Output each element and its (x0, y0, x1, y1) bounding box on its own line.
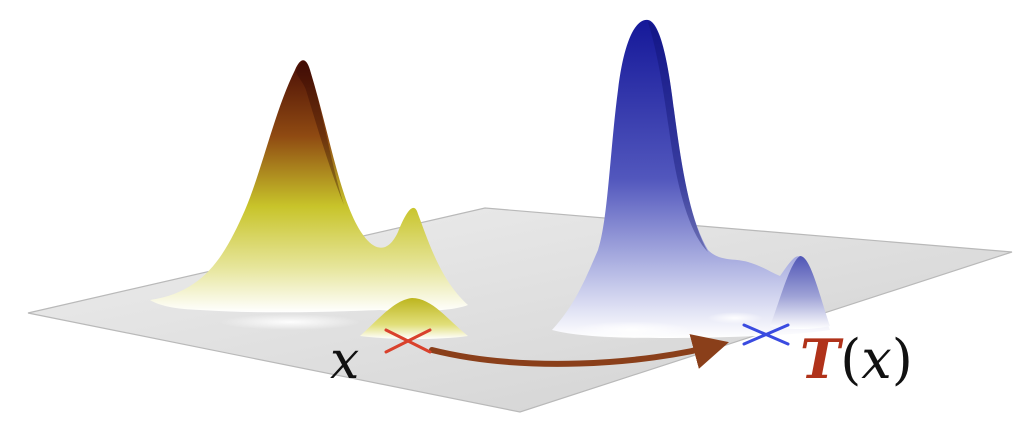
map-label-arg: x (861, 328, 891, 391)
map-label-paren-close: ) (892, 328, 913, 391)
target-main-peak (552, 19, 830, 338)
map-label-t: T (800, 327, 844, 391)
source-highlight (220, 314, 360, 330)
source-small-bump (360, 298, 468, 339)
map-label-paren-open: ( (840, 328, 861, 391)
target-marker-cross (742, 323, 790, 346)
source-main-peak (150, 60, 468, 313)
map-label: T(x) (800, 327, 913, 391)
source-marker-cross (384, 328, 432, 354)
transport-arrow (429, 334, 729, 369)
target-small-bump (770, 256, 830, 329)
target-highlight-1 (572, 321, 692, 339)
target-highlight-2 (707, 312, 763, 324)
target-peak-shading (648, 22, 708, 252)
source-point-label: x (330, 331, 359, 391)
source-peak-shading (296, 61, 344, 205)
